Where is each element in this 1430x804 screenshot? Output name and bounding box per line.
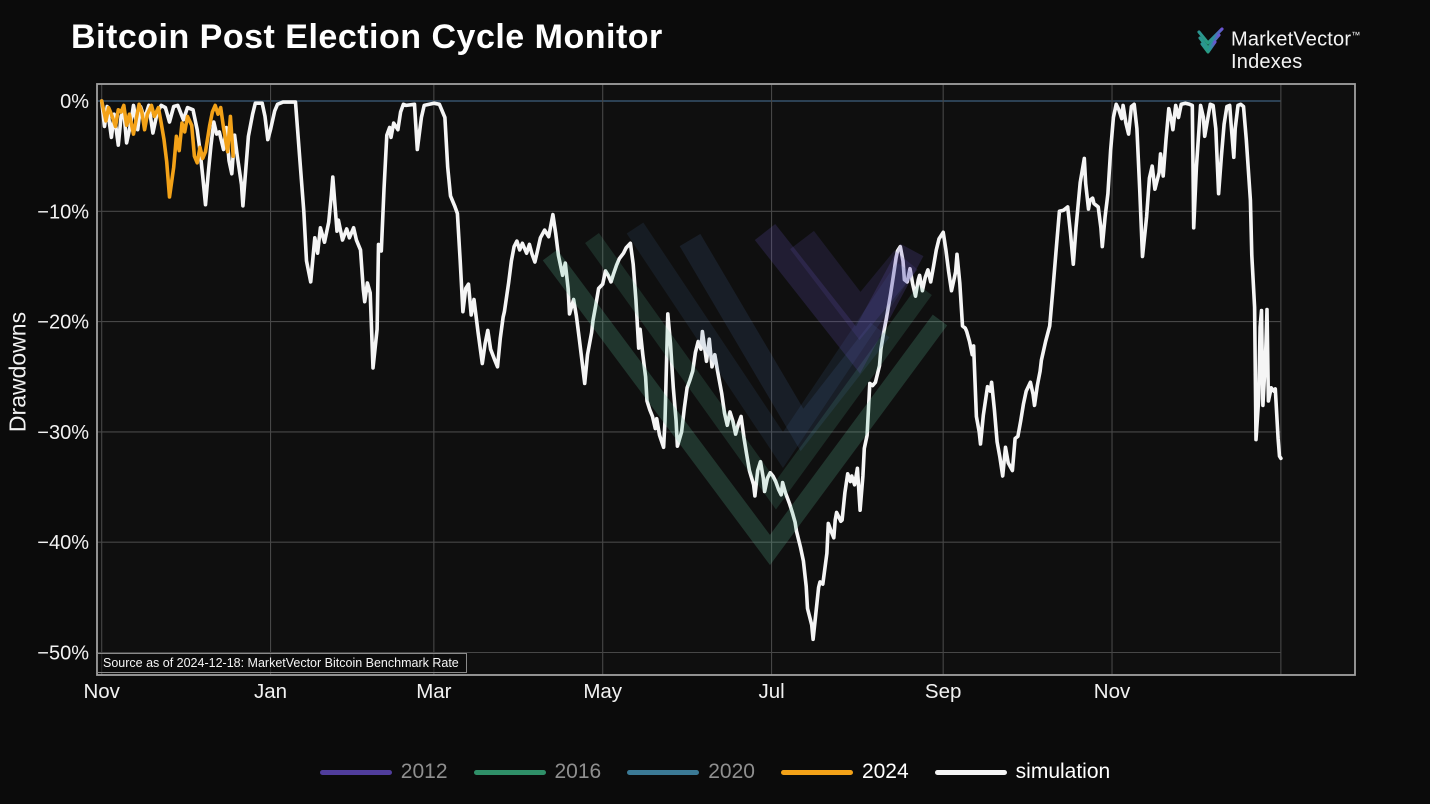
- brand-name: MarketVector: [1231, 28, 1352, 51]
- y-tick-label: −10%: [37, 201, 89, 223]
- legend-item-2020[interactable]: 2020: [627, 760, 755, 784]
- page-title: Bitcoin Post Election Cycle Monitor: [71, 18, 663, 56]
- chart-legend: 2012 2016 2020 2024 simulation: [0, 760, 1430, 784]
- y-tick-label: 0%: [60, 91, 89, 113]
- legend-item-2016[interactable]: 2016: [473, 760, 602, 784]
- x-tick-label: Jul: [758, 680, 784, 703]
- x-tick-label: Nov: [1094, 680, 1131, 703]
- legend-swatch: [934, 769, 1007, 775]
- legend-label: 2012: [400, 760, 448, 783]
- legend-label: simulation: [1015, 760, 1111, 783]
- series-line-simulation: [99, 99, 1283, 642]
- x-tick-label: Nov: [83, 680, 120, 703]
- legend-item-2012[interactable]: 2012: [319, 760, 448, 784]
- y-tick-label: −50%: [37, 643, 89, 665]
- plot-background: [97, 84, 1355, 675]
- plot-border: [96, 83, 1356, 676]
- trademark-symbol: ™: [1351, 30, 1361, 40]
- legend-item-simulation[interactable]: simulation: [934, 760, 1111, 784]
- series-lines: [99, 99, 1283, 642]
- legend-label: 2016: [554, 760, 602, 783]
- marketvector-logo-icon: [1197, 27, 1224, 54]
- y-tick-label: −40%: [37, 532, 89, 554]
- x-tick-label: Jan: [254, 680, 287, 703]
- marketvector-watermark: [542, 222, 948, 566]
- y-axis-title: Drawdowns: [4, 311, 31, 433]
- source-annotation: Source as of 2024-12-18: MarketVector Bi…: [97, 653, 467, 673]
- legend-swatch: [627, 769, 700, 775]
- marketvector-logo-text: MarketVector™ Indexes: [1231, 24, 1360, 73]
- legend-label: 2020: [708, 760, 755, 783]
- marketvector-logo: MarketVector™ Indexes: [1197, 24, 1360, 73]
- legend-swatch: [319, 769, 392, 775]
- series-line-2024: [99, 99, 235, 199]
- legend-swatch: [780, 769, 853, 775]
- legend-label: 2024: [861, 760, 909, 783]
- legend-item-2024[interactable]: 2024: [780, 760, 909, 784]
- x-tick-label: Sep: [925, 680, 961, 703]
- brand-subname: Indexes: [1231, 50, 1303, 73]
- legend-swatch: [473, 769, 546, 775]
- y-tick-label: −30%: [37, 422, 89, 444]
- y-tick-label: −20%: [37, 312, 89, 334]
- axis-tick-labels: 0% −10% −20% −30% −40% −50% Nov Jan Mar May Jul Sep…: [37, 91, 1131, 703]
- x-tick-label: Mar: [416, 680, 451, 703]
- x-tick-label: May: [583, 680, 622, 703]
